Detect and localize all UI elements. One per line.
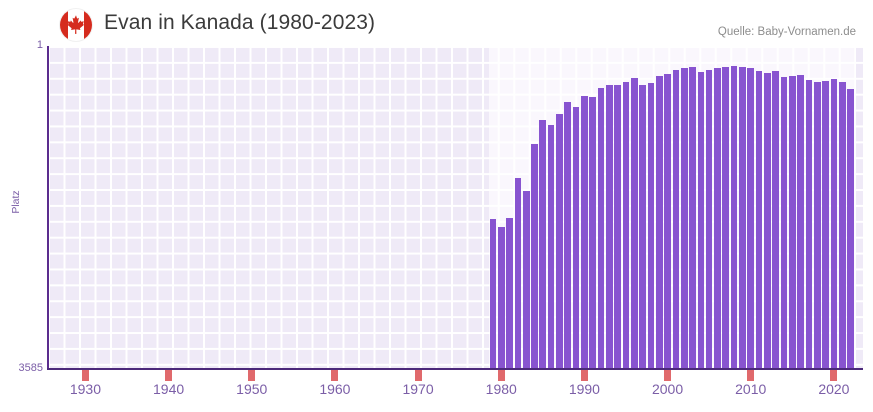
bar[interactable] (705, 70, 713, 368)
x-axis-tick-label: 2010 (735, 381, 767, 397)
bar[interactable] (622, 81, 630, 368)
x-axis-tick-mark (81, 370, 89, 381)
bar[interactable] (739, 67, 746, 368)
y-axis-top-label: 1 (36, 39, 43, 51)
bar[interactable] (572, 107, 580, 368)
x-axis-tick-mark (165, 370, 173, 381)
bar[interactable] (614, 84, 621, 368)
bar[interactable] (497, 227, 505, 368)
bar[interactable] (522, 191, 530, 368)
x-axis-tick-label: 1950 (236, 381, 268, 397)
bar[interactable] (597, 88, 605, 368)
x-axis-line (47, 368, 863, 370)
bar[interactable] (489, 219, 497, 368)
bar[interactable] (539, 120, 547, 368)
bar[interactable] (655, 75, 663, 368)
y-axis-title: Platz (10, 190, 22, 214)
bar[interactable] (747, 68, 755, 368)
bar[interactable] (689, 67, 696, 368)
bar[interactable] (647, 82, 655, 368)
bar[interactable] (697, 71, 705, 368)
x-axis-tick-label: 1980 (485, 381, 517, 397)
bar[interactable] (581, 96, 588, 368)
x-axis-tick-mark (414, 370, 422, 381)
flag-band-left (60, 9, 68, 41)
bar[interactable] (797, 74, 804, 368)
bar[interactable] (664, 73, 671, 368)
bar-series (48, 46, 863, 368)
x-axis-tick-mark (580, 370, 588, 381)
bar[interactable] (514, 177, 522, 368)
bar[interactable] (813, 81, 821, 368)
x-axis-labels: 1930 1940 1950 1960 1970 1980 1990 2000 2010 2020 (48, 381, 863, 403)
y-axis-bottom-label: 3585 (18, 362, 43, 374)
bar[interactable] (564, 101, 572, 368)
chart-plot-area (48, 46, 863, 368)
maple-leaf-icon (67, 15, 85, 34)
bar[interactable] (556, 114, 563, 368)
x-axis-tick-mark (747, 370, 755, 381)
source-attribution: Quelle: Baby-Vornamen.de (717, 26, 856, 38)
x-axis-tick-label: 1930 (69, 381, 101, 397)
x-axis-tick-mark (830, 370, 838, 381)
x-axis-tick-label: 2020 (818, 381, 850, 397)
bar[interactable] (606, 84, 613, 368)
x-axis-tick-label: 1970 (402, 381, 434, 397)
bar[interactable] (680, 68, 688, 368)
bar[interactable] (755, 71, 763, 368)
bar[interactable] (589, 97, 597, 368)
bar[interactable] (730, 65, 738, 368)
bar[interactable] (788, 75, 796, 368)
x-axis-tick-mark (497, 370, 505, 381)
bar[interactable] (805, 80, 813, 368)
flag-band-right (84, 9, 92, 41)
bar[interactable] (506, 217, 513, 368)
y-axis-line (47, 46, 49, 369)
bar[interactable] (531, 143, 538, 368)
x-axis-ticks (48, 370, 863, 382)
bar[interactable] (847, 89, 854, 368)
bar[interactable] (714, 68, 721, 368)
x-axis-tick-label: 1990 (568, 381, 600, 397)
bar[interactable] (838, 81, 846, 368)
bar[interactable] (822, 80, 829, 368)
bar[interactable] (830, 79, 838, 368)
x-axis-tick-mark (248, 370, 256, 381)
bar[interactable] (772, 71, 779, 368)
x-axis-tick-label: 1960 (319, 381, 351, 397)
bar[interactable] (764, 72, 771, 368)
x-axis-tick-mark (664, 370, 672, 381)
page-title: Evan in Kanada (1980-2023) (104, 11, 376, 34)
chart-header: Evan in Kanada (1980-2023) Quelle: Baby-… (0, 0, 873, 44)
canada-flag-icon (60, 9, 92, 41)
bar[interactable] (672, 70, 680, 368)
x-axis-tick-mark (331, 370, 339, 381)
x-axis-tick-label: 1940 (153, 381, 185, 397)
bar[interactable] (547, 124, 555, 368)
bar[interactable] (780, 77, 788, 368)
bar[interactable] (722, 66, 730, 368)
x-axis-tick-label: 2000 (651, 381, 684, 397)
bar[interactable] (630, 78, 638, 368)
bar[interactable] (639, 85, 646, 368)
